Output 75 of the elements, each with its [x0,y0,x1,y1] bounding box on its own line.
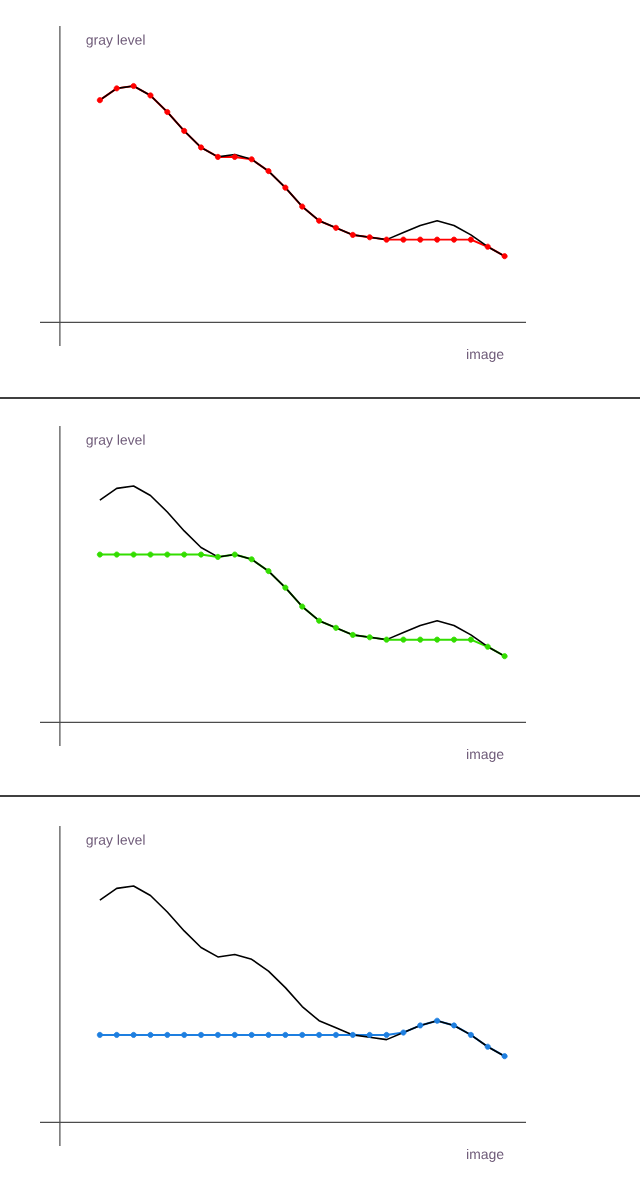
point [198,1031,205,1038]
point [231,153,238,160]
point [484,1043,491,1050]
point [383,1031,390,1038]
point [316,217,323,224]
point [484,243,491,250]
point [164,109,171,115]
point [198,144,205,151]
point [198,551,205,558]
point [181,1031,188,1038]
point [501,253,508,260]
point [467,236,474,243]
point [349,631,356,638]
point [400,1029,407,1036]
point [400,236,407,243]
point [332,624,339,631]
point [147,551,154,558]
point [383,236,390,243]
point [501,653,508,660]
point [467,1031,474,1038]
point [130,1031,137,1038]
point [366,1031,373,1038]
point [113,85,120,92]
point [113,551,120,558]
point [147,1031,154,1038]
point [248,1031,255,1038]
point [265,568,272,575]
point [484,643,491,650]
point [417,236,424,243]
point [231,1031,238,1038]
point [231,551,238,558]
point [366,634,373,641]
point [96,97,103,104]
point [214,553,221,560]
point [316,1031,323,1038]
point [417,636,424,643]
point [417,1022,424,1029]
point [248,156,255,163]
point [299,1031,306,1038]
point [96,1031,103,1038]
point [265,168,272,175]
point [383,636,390,643]
point [130,83,137,89]
point [332,224,339,231]
point [332,1031,339,1038]
point [451,636,457,643]
point [467,636,474,643]
point [282,184,289,191]
point [501,1053,508,1060]
point [214,1031,221,1038]
point [434,636,441,643]
point [299,603,306,610]
point [130,551,137,558]
point [349,1031,356,1038]
point [434,1017,441,1024]
point [181,551,188,558]
point [316,617,323,624]
point [299,203,306,210]
point [164,551,171,558]
point [282,1031,289,1038]
point [214,153,221,160]
point [282,584,289,591]
point [248,556,255,563]
point [147,92,154,99]
point [113,1031,120,1038]
point [451,236,457,243]
point [451,1022,457,1029]
point [366,234,373,241]
point [96,551,103,558]
point [181,127,188,134]
point [349,231,356,238]
point [400,636,407,643]
point [164,1031,171,1038]
point [434,236,441,243]
point [265,1031,272,1038]
